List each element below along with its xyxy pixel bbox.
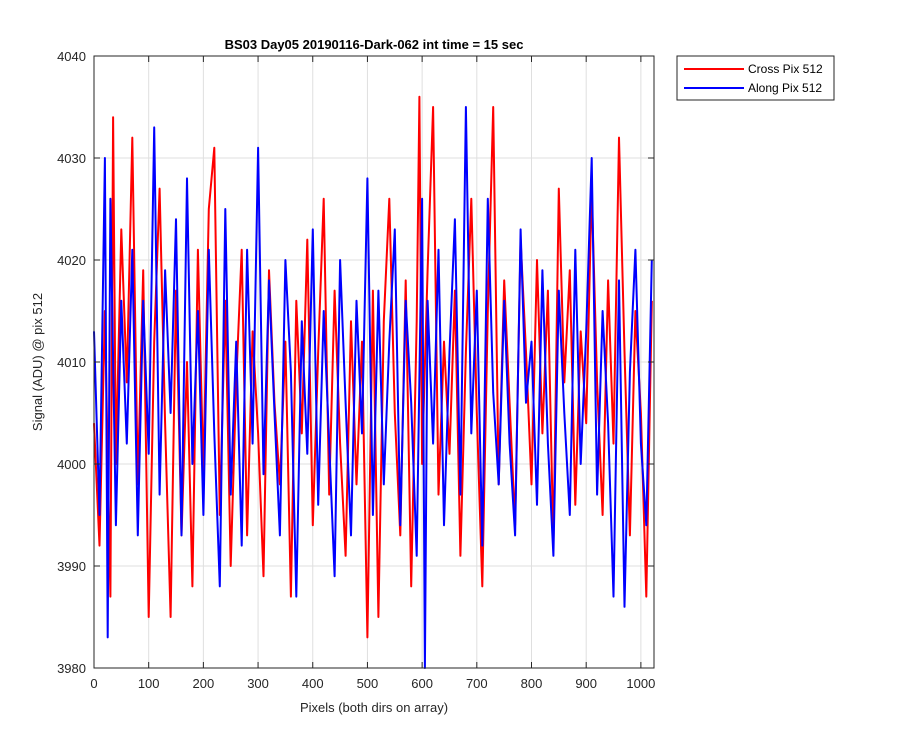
x-tick-label: 300 <box>247 676 269 691</box>
x-tick-label: 800 <box>521 676 543 691</box>
x-tick-label: 1000 <box>626 676 655 691</box>
y-axis-label: Signal (ADU) @ pix 512 <box>30 293 45 431</box>
x-tick-label: 600 <box>411 676 433 691</box>
axis-ticks: 0 100 200 300 400 500 600 700 800 900 1000 3980 3990… <box>57 49 655 691</box>
x-tick-label: 700 <box>466 676 488 691</box>
y-tick-label: 3990 <box>57 559 86 574</box>
x-tick-label: 900 <box>575 676 597 691</box>
x-tick-label: 400 <box>302 676 324 691</box>
x-tick-label: 100 <box>138 676 160 691</box>
x-tick-label: 200 <box>193 676 215 691</box>
legend-label-along: Along Pix 512 <box>748 81 822 95</box>
chart-title: BS03 Day05 20190116-Dark-062 int time = … <box>225 37 524 52</box>
y-tick-label: 3980 <box>57 661 86 676</box>
y-tick-label: 4030 <box>57 151 86 166</box>
x-axis-label: Pixels (both dirs on array) <box>300 700 448 715</box>
legend-box <box>676 55 835 101</box>
y-tick-label: 4000 <box>57 457 86 472</box>
y-tick-label: 4010 <box>57 355 86 370</box>
legend: Cross Pix 512 Along Pix 512 <box>676 55 835 101</box>
series-line-along-pix-512 <box>93 106 653 669</box>
y-tick-label: 4020 <box>57 253 86 268</box>
x-tick-label: 500 <box>357 676 379 691</box>
x-tick-label: 0 <box>90 676 97 691</box>
y-tick-label: 4040 <box>57 49 86 64</box>
series-lines <box>93 95 653 669</box>
legend-label-cross: Cross Pix 512 <box>748 62 823 76</box>
